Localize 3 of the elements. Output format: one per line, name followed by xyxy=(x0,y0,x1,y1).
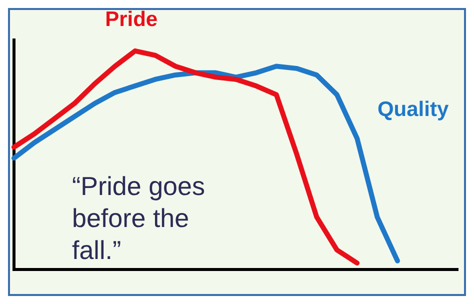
series-label: Quality xyxy=(377,98,449,122)
annotation: “Pride goes before the fall.” xyxy=(72,170,206,266)
series-label: Pride xyxy=(105,8,158,32)
